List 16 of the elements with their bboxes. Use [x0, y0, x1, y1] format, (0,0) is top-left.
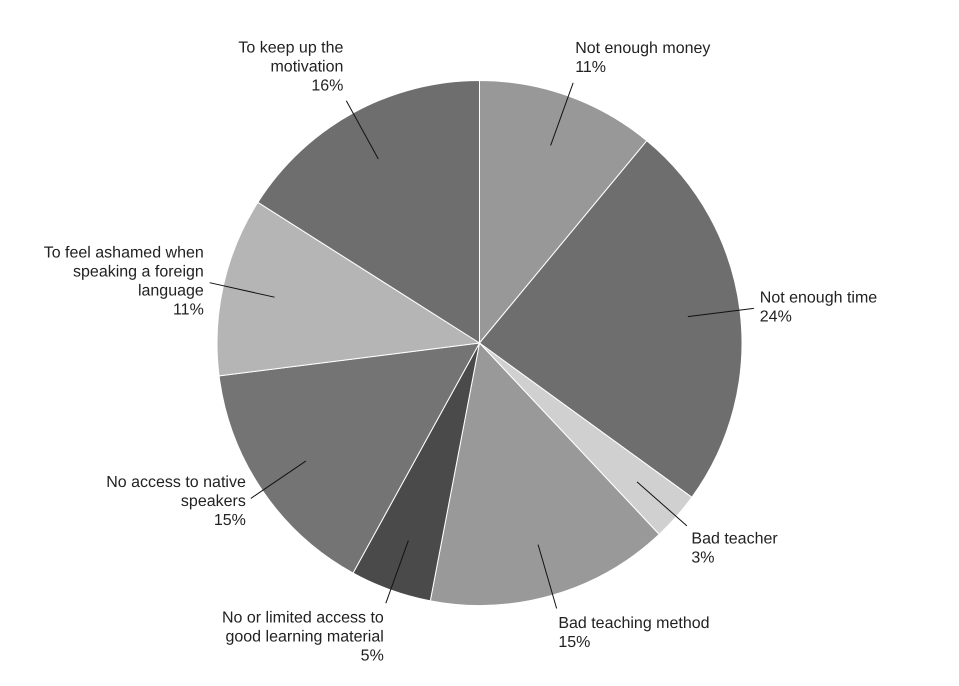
slice-label: Bad teacher [691, 530, 778, 548]
slice-label: To feel ashamed when speaking a foreign language [44, 244, 204, 300]
slice-label: No or limited access to good learning material [222, 610, 384, 646]
slice-label: Not enough money [575, 40, 710, 58]
data-label: 16% [311, 77, 344, 94]
data-label: 24% [760, 308, 792, 326]
slice-label: No access to native speakers [106, 474, 246, 510]
data-label: 11% [575, 59, 606, 76]
slice-label: Not enough time [760, 290, 878, 306]
data-label: 11% [172, 301, 204, 318]
data-label: 15% [214, 512, 246, 530]
data-label: 5% [360, 648, 384, 665]
data-label: 3% [691, 550, 715, 567]
slice-label: Bad teaching method [558, 615, 710, 632]
data-label: 15% [558, 634, 590, 652]
slice-label: To keep up the motivation [238, 39, 344, 76]
